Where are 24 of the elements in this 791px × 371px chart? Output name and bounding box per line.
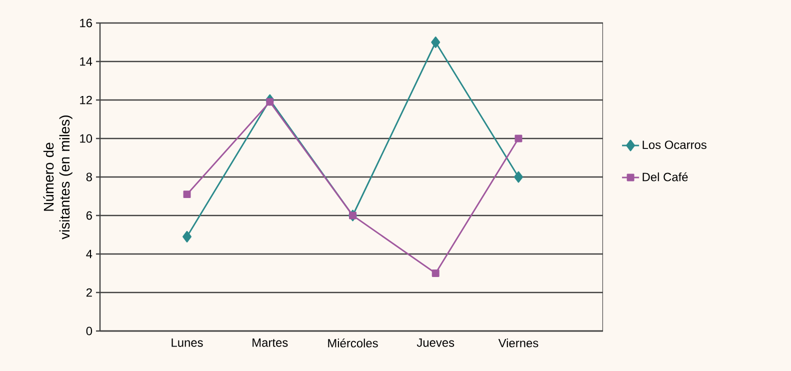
legend-label: Del Café (642, 172, 688, 182)
y-tick-label: 8 (86, 172, 92, 182)
x-tick-label: Lunes (172, 338, 203, 347)
x-tick-label: Martes (252, 338, 288, 347)
y-tick-label: 0 (86, 326, 92, 336)
x-tick-label: Jueves (416, 338, 454, 347)
y-tick-label: 6 (86, 211, 92, 220)
point (432, 270, 440, 277)
point (514, 134, 522, 142)
y-tick-label: 4 (86, 250, 92, 258)
point (431, 36, 440, 48)
y-tick-label: 2 (86, 288, 92, 297)
point (182, 230, 192, 242)
y-tick-label: 14 (80, 57, 92, 66)
y-tick-label: 10 (80, 134, 92, 143)
legend-label: Los Ocarros (642, 140, 706, 150)
point (183, 190, 191, 198)
y-tick-label: 12 (80, 96, 92, 104)
x-tick-label: Viernes (498, 338, 538, 348)
point (266, 98, 274, 106)
x-tick-label: Miércoles (328, 338, 378, 348)
point (514, 171, 523, 183)
y-tick-label: 16 (80, 18, 92, 28)
y-axis-title: Número de visitantes (en miles) (43, 115, 72, 240)
